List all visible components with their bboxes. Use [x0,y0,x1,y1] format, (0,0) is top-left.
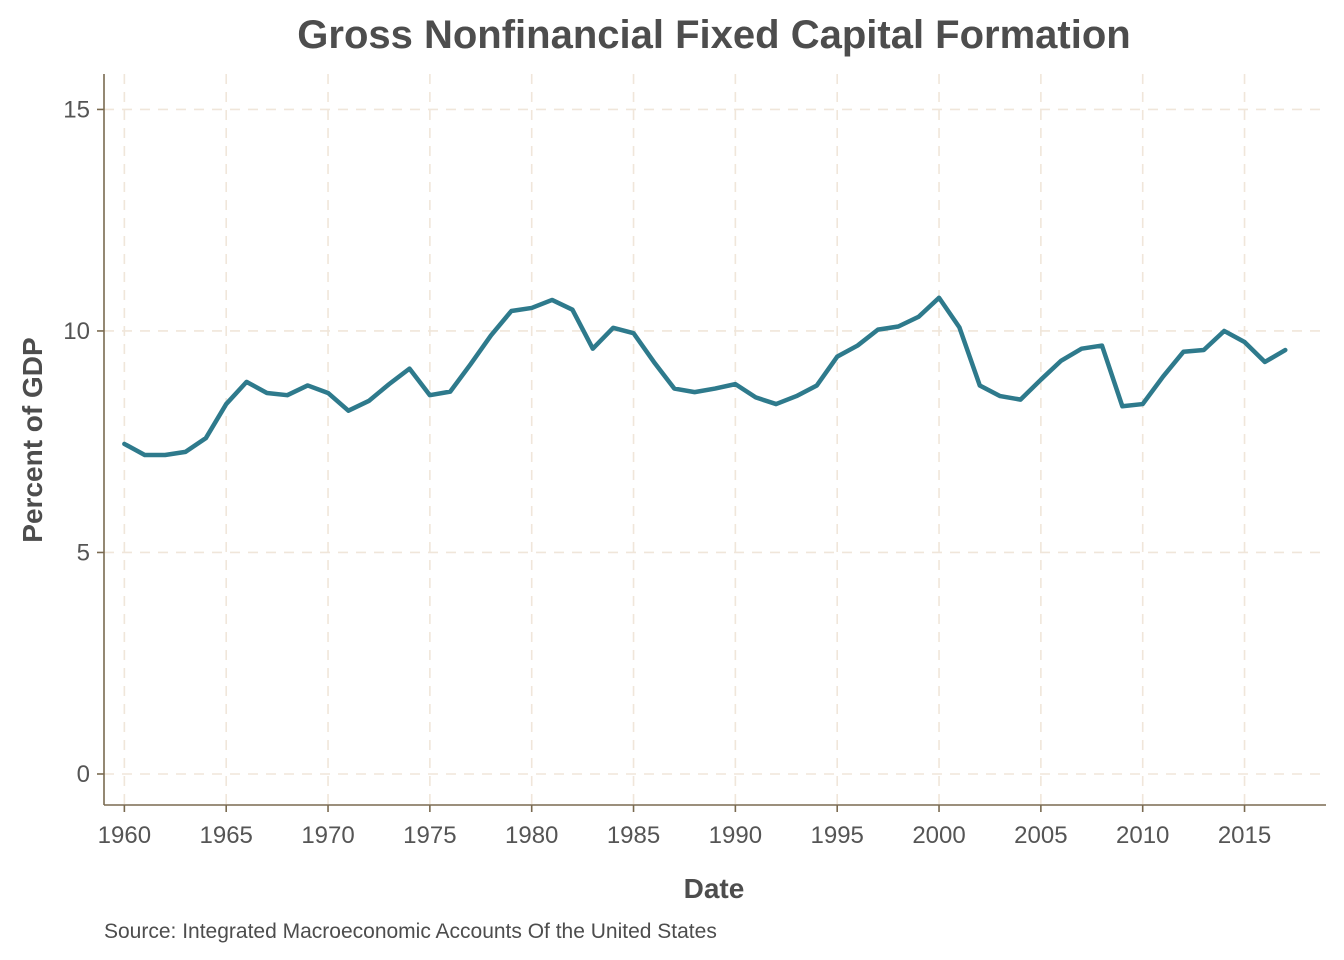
y-tick-label: 10 [63,318,90,345]
x-tick-label: 1990 [709,822,762,849]
x-tick-label: 2000 [912,822,965,849]
x-tick-label: 2005 [1014,822,1067,849]
y-tick-label: 0 [77,761,90,788]
x-tick-label: 2015 [1218,822,1271,849]
x-tick-label: 1985 [607,822,660,849]
x-tick-label: 1965 [200,822,253,849]
axes: 1960 1965 1970 1975 1980 1985 1990 1995 2000 2005… [63,74,1326,849]
source-caption: Source: Integrated Macroeconomic Account… [104,920,717,943]
y-tick-label: 15 [63,96,90,123]
x-tick-label: 1980 [505,822,558,849]
y-tick-label: 5 [77,539,90,566]
series-layer [122,295,1288,458]
x-tick-label: 1995 [811,822,864,849]
x-axis-label: Date [684,873,745,904]
y-axis-label: Percent of GDP [17,337,48,542]
x-tick-label: 1960 [98,822,151,849]
x-tick-label: 1970 [301,822,354,849]
x-tick-label: 1975 [403,822,456,849]
gridlines [104,74,1326,805]
chart-title: Gross Nonfinancial Fixed Capital Formati… [297,13,1130,57]
x-tick-label: 2010 [1116,822,1169,849]
series-line-0 [122,295,1288,458]
